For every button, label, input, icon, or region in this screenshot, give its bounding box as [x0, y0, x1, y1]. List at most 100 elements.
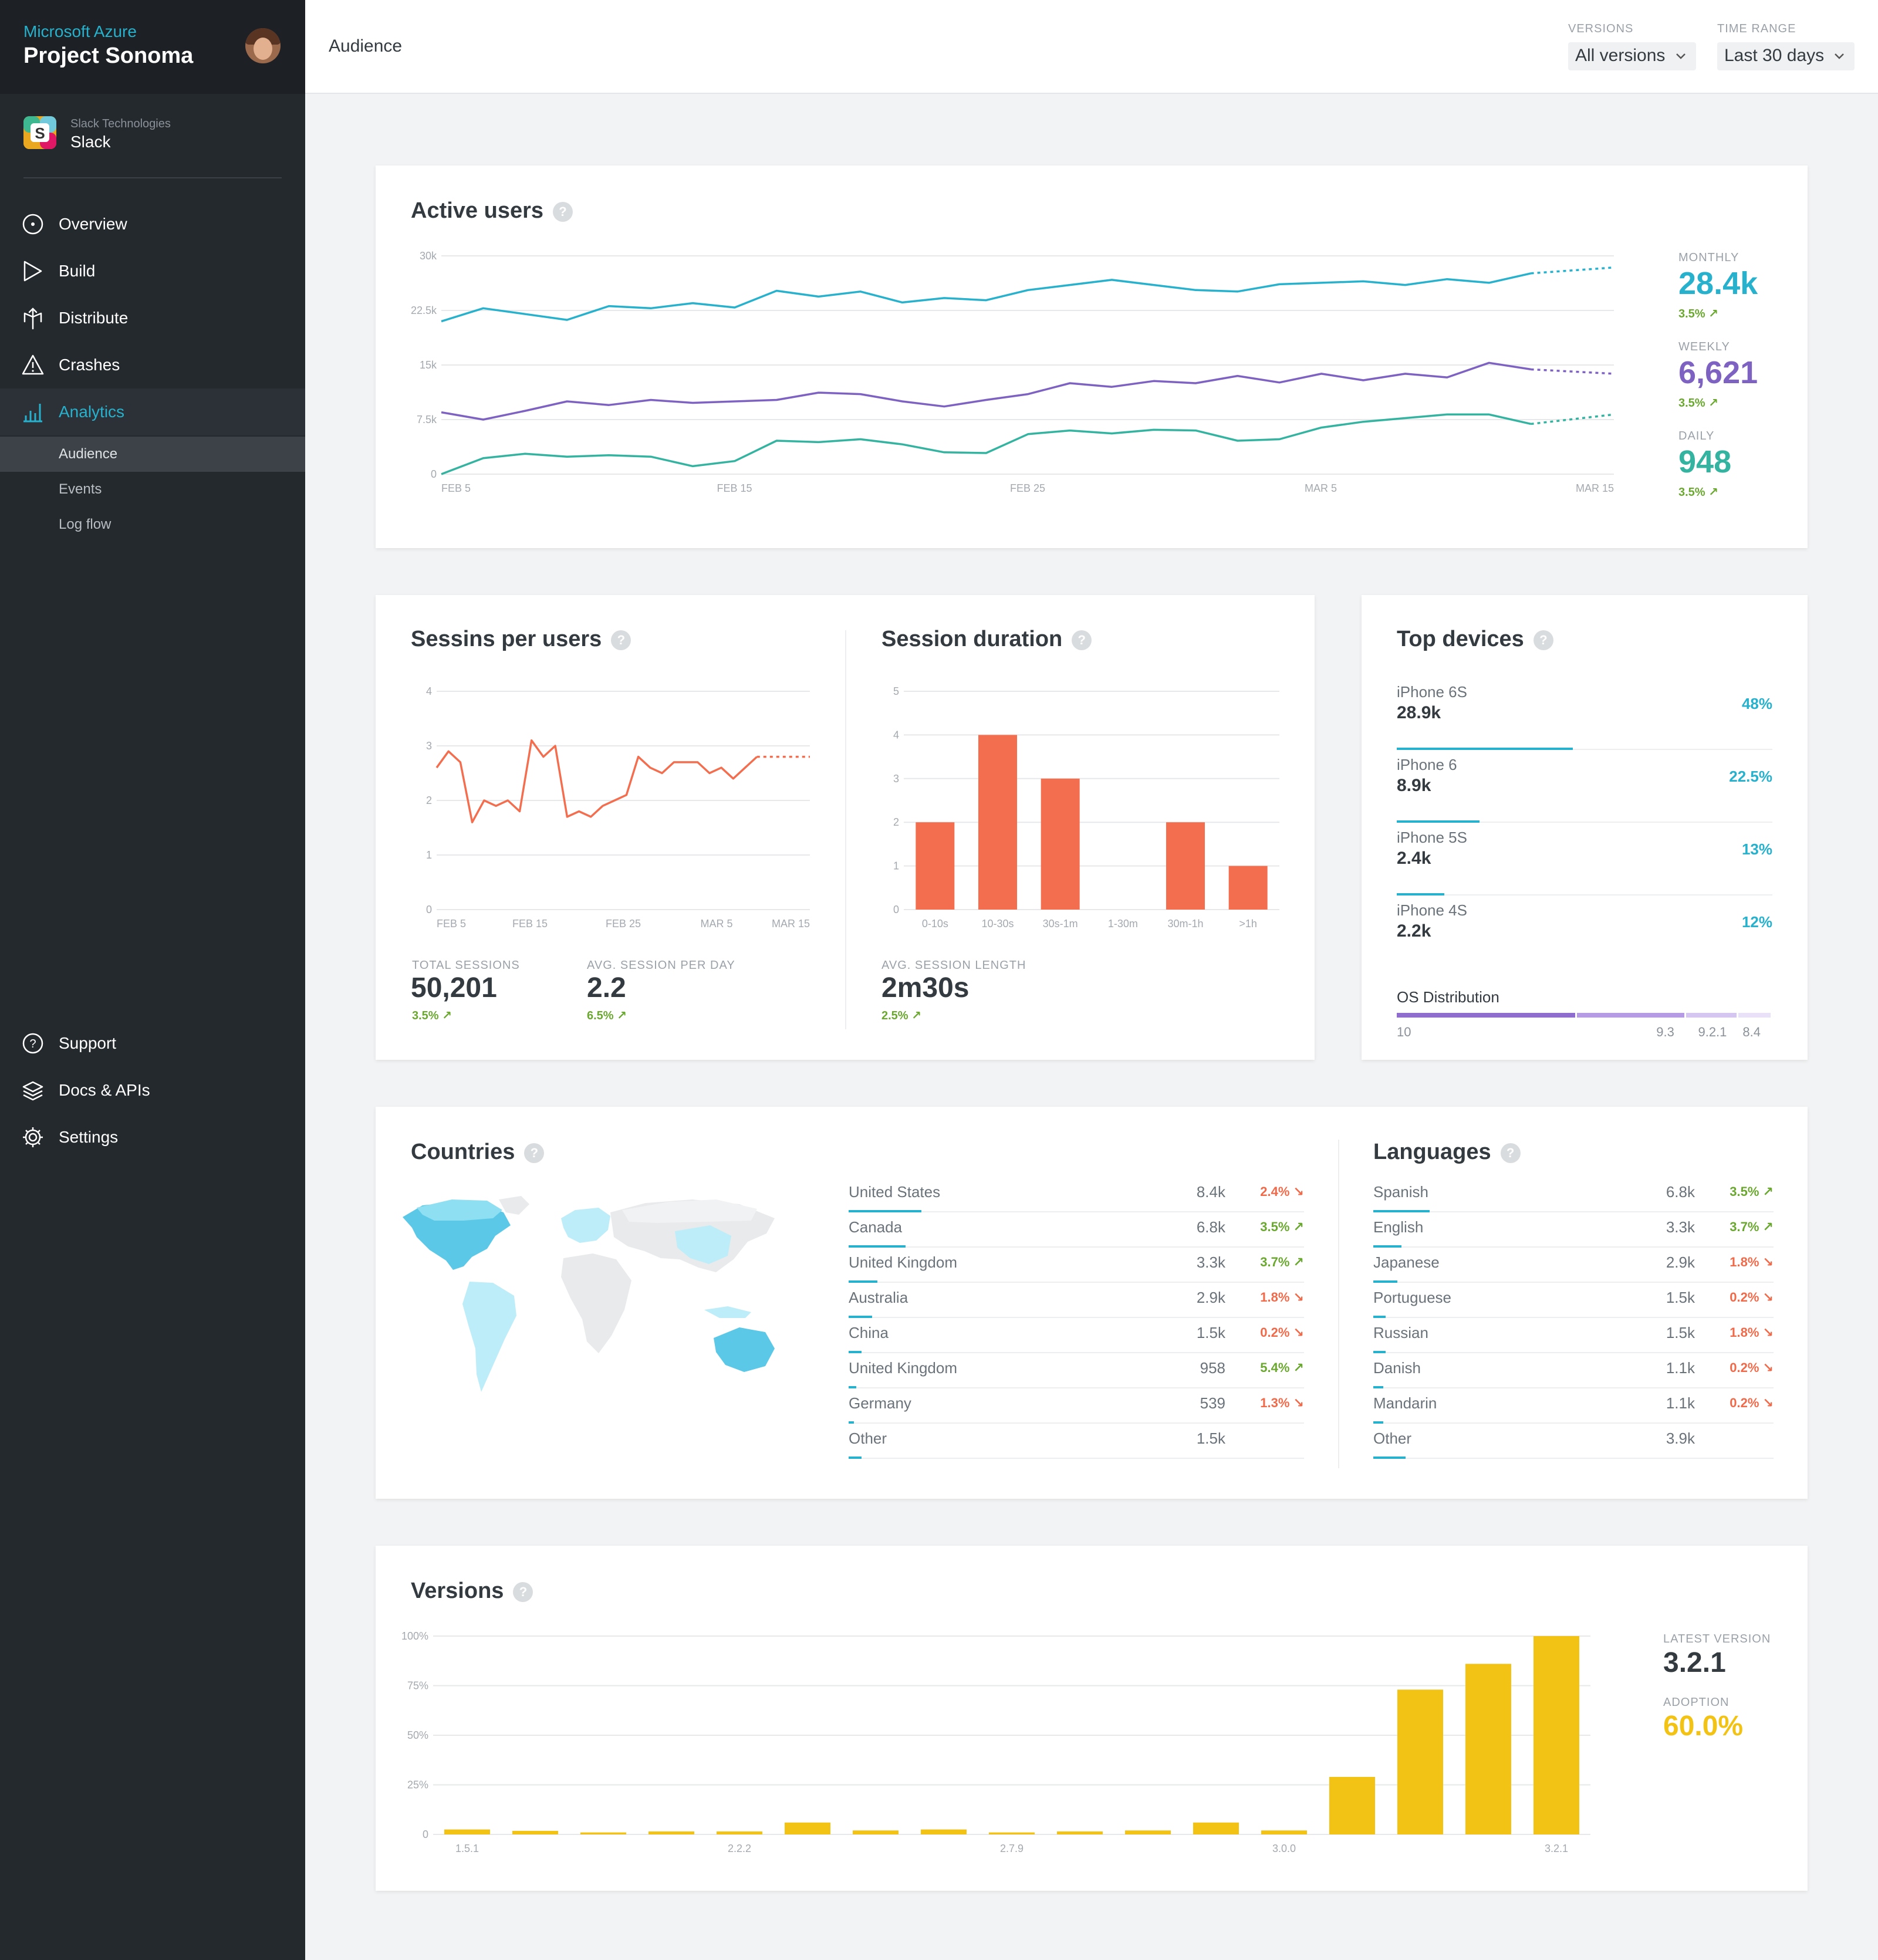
top-devices-card: Top devices? iPhone 6S 28.9k 48% iPhone …: [1362, 595, 1808, 1060]
row-value: 1.5k: [1196, 1430, 1225, 1447]
weekly-value: 6,621: [1678, 355, 1758, 390]
table-row[interactable]: Other 1.5k: [849, 1424, 1304, 1459]
brand-title[interactable]: Project Sonoma: [23, 43, 194, 68]
y-tick-label: 2: [426, 795, 432, 806]
device-row[interactable]: iPhone 4S 2.2k 12%: [1397, 895, 1772, 968]
duration-title: Session duration?: [881, 627, 1092, 652]
bar: [1228, 866, 1268, 910]
table-row[interactable]: English 3.3k 3.7% ↗: [1373, 1212, 1774, 1248]
row-share-bar: [1373, 1316, 1386, 1318]
table-row[interactable]: United Kingdom 958 5.4% ↗: [849, 1353, 1304, 1388]
table-row[interactable]: Other 3.9k: [1373, 1424, 1774, 1459]
nav-analytics[interactable]: Analytics: [0, 388, 305, 435]
row-change: 3.7% ↗: [1730, 1219, 1774, 1234]
help-icon[interactable]: ?: [1500, 1143, 1521, 1163]
app-name[interactable]: Slack: [70, 133, 111, 151]
row-value: 1.1k: [1666, 1359, 1695, 1377]
bar: [580, 1832, 626, 1834]
analytics-icon: [23, 404, 42, 423]
help-icon[interactable]: ?: [1533, 630, 1553, 650]
table-row[interactable]: Russian 1.5k 1.8% ↘: [1373, 1318, 1774, 1353]
subnav-audience[interactable]: Audience: [0, 437, 305, 472]
row-name: Other: [849, 1430, 887, 1447]
device-name: iPhone 6: [1397, 756, 1457, 773]
x-tick-label: 1.5.1: [455, 1843, 479, 1854]
chevron-down-icon: [1676, 53, 1686, 59]
avg-length-change: 2.5% ↗: [881, 1009, 921, 1022]
nav-settings[interactable]: Settings: [0, 1114, 305, 1161]
row-change: 3.5% ↗: [1260, 1219, 1304, 1234]
table-row[interactable]: Germany 539 1.3% ↘: [849, 1388, 1304, 1424]
table-row[interactable]: United States 8.4k 2.4% ↘: [849, 1177, 1304, 1212]
nav-build[interactable]: Build: [0, 248, 305, 295]
device-share-bar: [1397, 748, 1573, 750]
y-tick-label: 100%: [401, 1630, 428, 1642]
table-row[interactable]: Canada 6.8k 3.5% ↗: [849, 1212, 1304, 1248]
chevron-down-icon: [1835, 53, 1845, 59]
total-sessions-change: 3.5% ↗: [412, 1009, 452, 1022]
device-row[interactable]: iPhone 6S 28.9k 48%: [1397, 677, 1772, 750]
map-russia: [622, 1199, 757, 1223]
table-row[interactable]: Spanish 6.8k 3.5% ↗: [1373, 1177, 1774, 1212]
bar: [717, 1831, 762, 1834]
series-projection: [1531, 413, 1614, 425]
y-tick-label: 75%: [407, 1680, 428, 1692]
nav-crashes[interactable]: Crashes: [0, 342, 305, 388]
table-row[interactable]: Australia 2.9k 1.8% ↘: [849, 1283, 1304, 1318]
total-sessions-value: 50,201: [411, 972, 497, 1003]
versions-value: All versions: [1575, 46, 1666, 65]
y-tick-label: 50%: [407, 1729, 428, 1741]
row-name: United Kingdom: [849, 1253, 957, 1271]
help-icon[interactable]: ?: [524, 1143, 545, 1163]
help-icon[interactable]: ?: [1072, 630, 1092, 650]
row-change: 1.8% ↘: [1730, 1255, 1774, 1269]
help-icon[interactable]: ?: [553, 201, 573, 222]
row-value: 3.3k: [1666, 1218, 1695, 1236]
languages-table: Spanish 6.8k 3.5% ↗ English 3.3k 3.7% ↗ Japane…: [1373, 1177, 1774, 1471]
nav-support[interactable]: ? Support: [0, 1020, 305, 1067]
row-name: Mandarin: [1373, 1394, 1437, 1412]
x-tick-label: >1h: [1239, 918, 1257, 930]
row-change: 5.4% ↗: [1260, 1360, 1304, 1375]
y-tick-label: 0: [431, 468, 437, 480]
table-row[interactable]: Japanese 2.9k 1.8% ↘: [1373, 1248, 1774, 1283]
device-row[interactable]: iPhone 5S 2.4k 13%: [1397, 823, 1772, 895]
subnav-log-flow[interactable]: Log flow: [0, 507, 305, 542]
help-icon[interactable]: ?: [611, 630, 631, 650]
y-tick-label: 3: [893, 773, 899, 785]
row-name: Russian: [1373, 1324, 1428, 1341]
map-greenland: [499, 1196, 529, 1215]
help-icon[interactable]: ?: [513, 1581, 533, 1602]
table-row[interactable]: Danish 1.1k 0.2% ↘: [1373, 1353, 1774, 1388]
table-row[interactable]: United Kingdom 3.3k 3.7% ↗: [849, 1248, 1304, 1283]
slack-logo-icon: S: [23, 116, 56, 149]
row-change: 1.8% ↘: [1730, 1325, 1774, 1340]
map-africa: [561, 1253, 631, 1353]
svg-text:S: S: [35, 124, 45, 142]
table-row[interactable]: China 1.5k 0.2% ↘: [849, 1318, 1304, 1353]
bar: [1534, 1636, 1579, 1834]
row-share-bar: [849, 1421, 854, 1424]
avg-length-label: AVG. SESSION LENGTH: [881, 959, 1026, 972]
daily-label: DAILY: [1678, 430, 1715, 442]
subnav-audience-label: Audience: [59, 446, 118, 462]
bar: [1166, 822, 1205, 910]
gear-icon: [23, 1127, 43, 1147]
monthly-label: MONTHLY: [1678, 251, 1739, 264]
os-distribution-labels: 10 9.3 9.2.1 8.4: [1397, 1025, 1772, 1042]
nav-overview[interactable]: Overview: [0, 201, 305, 248]
row-change: 1.8% ↘: [1260, 1290, 1304, 1305]
nav-docs[interactable]: Docs & APIs: [0, 1067, 305, 1114]
row-value: 3.9k: [1666, 1430, 1695, 1447]
versions-dropdown[interactable]: All versions: [1568, 42, 1696, 70]
x-tick-label: 30m-1h: [1167, 918, 1203, 930]
avatar[interactable]: [245, 28, 281, 63]
table-row[interactable]: Portuguese 1.5k 0.2% ↘: [1373, 1283, 1774, 1318]
sidebar-divider: [23, 177, 282, 178]
device-row[interactable]: iPhone 6 8.9k 22.5%: [1397, 750, 1772, 823]
nav-distribute[interactable]: Distribute: [0, 295, 305, 342]
time-range-dropdown[interactable]: Last 30 days: [1717, 42, 1855, 70]
subnav-events[interactable]: Events: [0, 472, 305, 507]
table-row[interactable]: Mandarin 1.1k 0.2% ↘: [1373, 1388, 1774, 1424]
daily-value: 948: [1678, 444, 1732, 479]
